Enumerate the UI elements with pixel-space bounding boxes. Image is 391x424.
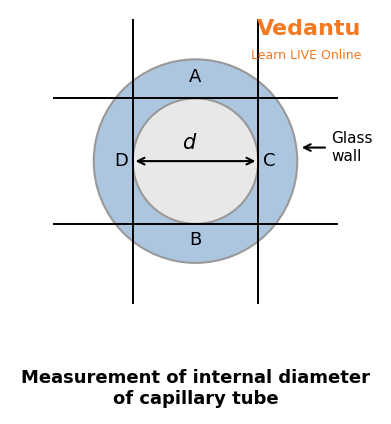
Text: d: d <box>182 133 196 153</box>
Text: Measurement of internal diameter
of capillary tube: Measurement of internal diameter of capi… <box>21 369 370 408</box>
Text: D: D <box>114 152 127 170</box>
Circle shape <box>94 59 297 263</box>
Circle shape <box>133 98 258 224</box>
Text: Learn LIVE Online: Learn LIVE Online <box>251 49 362 62</box>
Text: B: B <box>189 231 202 248</box>
Text: A: A <box>189 69 202 86</box>
Text: C: C <box>264 152 276 170</box>
Text: Vedantu: Vedantu <box>257 19 362 39</box>
Text: Glass
wall: Glass wall <box>331 131 373 164</box>
